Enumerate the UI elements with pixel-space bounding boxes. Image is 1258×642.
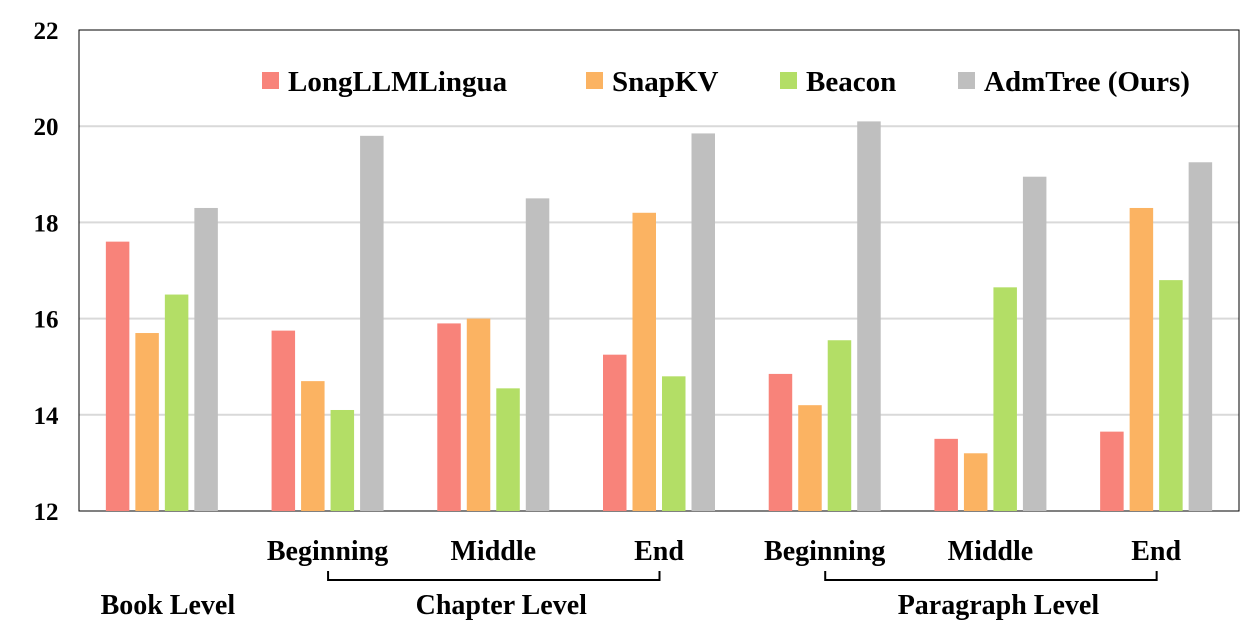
group-bracket: [327, 571, 661, 581]
bar-snapkv-5: [963, 453, 988, 511]
plot-area-frame: [78, 29, 1240, 512]
bar-snapkv-4: [798, 405, 822, 511]
bar-beacon-6: [1159, 280, 1183, 511]
bar-admtree-ours-6: [1188, 162, 1213, 511]
x-category-label: Middle: [948, 536, 1034, 567]
legend-swatch: [780, 72, 797, 89]
bar-admtree-ours-3: [691, 133, 715, 512]
legend-swatch: [262, 72, 279, 89]
legend-label: LongLLMLingua: [288, 66, 508, 98]
bar-snapkv-6: [1129, 207, 1154, 511]
bar-beacon-1: [330, 409, 355, 511]
bar-longllmlingua-6: [1100, 431, 1124, 511]
bar-admtree-ours-5: [1022, 176, 1047, 511]
x-axis-category-labels: Beginning Middle End Beginning Middle End: [267, 536, 1182, 567]
bar-admtree-ours-1: [360, 135, 384, 511]
x-group-label: Chapter Level: [416, 590, 588, 621]
y-tick-label: 18: [34, 210, 59, 237]
y-tick-label: 22: [34, 18, 59, 45]
x-category-label: Beginning: [267, 536, 388, 567]
x-category-label: Middle: [451, 536, 537, 567]
bar-beacon-4: [827, 340, 852, 511]
bar-longllmlingua-1: [271, 330, 296, 511]
legend-swatch: [958, 72, 975, 89]
bar-beacon-3: [662, 376, 686, 511]
bars: [105, 121, 1213, 512]
bar-snapkv-0: [135, 333, 159, 511]
bar-admtree-ours-2: [525, 198, 550, 511]
bar-beacon-2: [496, 388, 520, 511]
y-tick-label: 12: [34, 499, 59, 526]
y-tick-label: 16: [34, 307, 59, 334]
bar-admtree-ours-4: [857, 121, 881, 511]
bar-longllmlingua-2: [437, 323, 461, 511]
y-tick-label: 20: [34, 114, 59, 141]
bar-beacon-0: [164, 294, 189, 511]
x-axis-group-labels: Book Level Chapter Level Paragraph Level: [101, 571, 1158, 621]
x-category-label: End: [634, 536, 684, 567]
legend: LongLLMLingua SnapKV Beacon AdmTree (Ours): [262, 66, 1190, 98]
bar-snapkv-2: [466, 318, 491, 511]
x-category-label: Beginning: [764, 536, 885, 567]
legend-label: Beacon: [806, 66, 896, 98]
legend-label: AdmTree (Ours): [984, 66, 1190, 98]
bar-snapkv-1: [301, 381, 325, 511]
legend-label: SnapKV: [612, 66, 718, 98]
x-category-label: End: [1131, 536, 1181, 567]
gridlines: [79, 125, 1239, 416]
group-bracket: [824, 571, 1158, 581]
bar-longllmlingua-0: [105, 241, 130, 511]
y-axis-tick-labels: 12 14 16 18 20 22: [34, 18, 60, 526]
y-tick-label: 14: [34, 403, 60, 430]
x-group-label: Paragraph Level: [898, 590, 1100, 621]
legend-swatch: [586, 72, 603, 89]
bar-longllmlingua-5: [934, 438, 958, 511]
bar-admtree-ours-0: [194, 207, 218, 511]
x-group-label: Book Level: [101, 590, 236, 621]
bar-longllmlingua-3: [603, 354, 627, 511]
bar-beacon-5: [993, 287, 1017, 511]
bar-longllmlingua-4: [768, 373, 793, 511]
bar-snapkv-3: [632, 212, 656, 511]
